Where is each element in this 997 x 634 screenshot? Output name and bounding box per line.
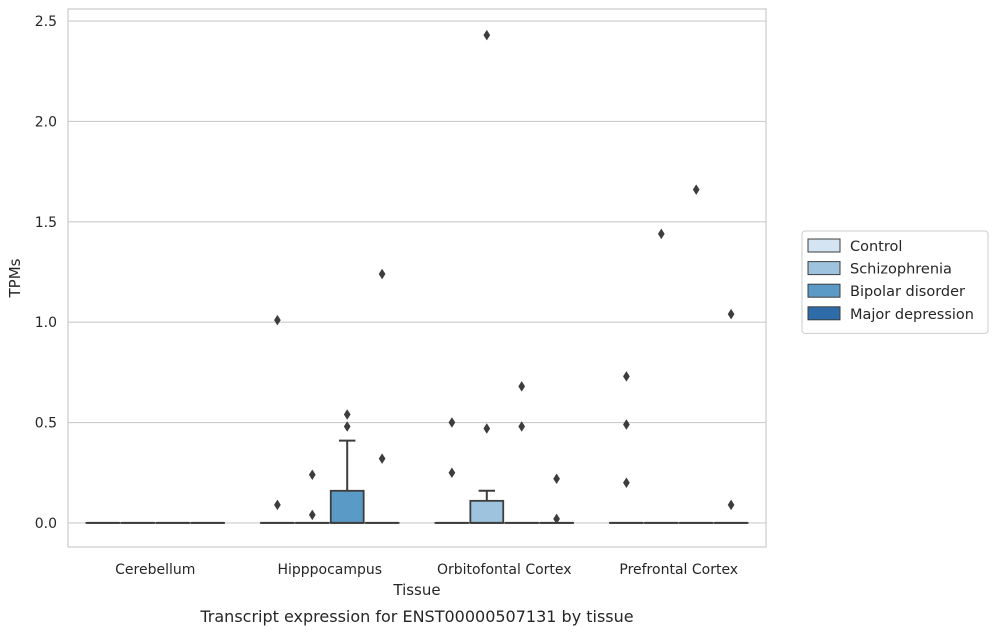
x-tick-label: Orbitofontal Cortex — [437, 562, 572, 578]
y-tick-label: 1.0 — [35, 315, 57, 331]
outlier-point — [518, 421, 526, 432]
legend-frame — [801, 230, 989, 334]
outlier-point — [657, 228, 665, 240]
legend-label: Control — [850, 239, 902, 255]
x-axis-ticks: Cerebellum Hipppocampus Orbitofontal Corte… — [115, 562, 738, 578]
outlier-point — [518, 381, 526, 392]
y-axis-label: TPMs — [6, 258, 24, 298]
outlier-point — [343, 409, 351, 420]
outlier-point — [483, 423, 491, 434]
legend-label: Bipolar disorder — [850, 284, 965, 300]
legend-item: Schizophrenia — [807, 261, 952, 278]
outlier-point — [378, 453, 386, 464]
outlier-point — [692, 184, 700, 195]
outlier-point — [553, 513, 560, 525]
outlier-point — [623, 371, 630, 382]
y-tick-label: 1.5 — [35, 215, 57, 231]
outlier-point — [274, 499, 281, 511]
outlier-point — [274, 314, 281, 326]
x-tick-label: Prefrontal Cortex — [619, 562, 738, 578]
legend-swatch — [807, 306, 841, 321]
outlier-points — [274, 29, 735, 525]
outlier-point — [727, 499, 735, 511]
outlier-point — [483, 29, 491, 41]
legend-swatch — [807, 238, 841, 253]
y-tick-label: 0.5 — [35, 416, 57, 432]
box-1-2 — [469, 489, 505, 524]
grid-lines — [68, 20, 766, 524]
legend-item: Control — [807, 238, 902, 255]
x-axis-label: Tissue — [392, 581, 440, 599]
legend-label: Schizophrenia — [850, 262, 952, 278]
x-tick-label: Hipppocampus — [277, 562, 382, 578]
legend-label: Major depression — [850, 307, 974, 323]
outlier-point — [623, 419, 630, 430]
outlier-point — [308, 469, 316, 480]
outlier-point — [378, 268, 386, 280]
y-tick-label: 2.5 — [35, 14, 57, 30]
y-tick-label: 0.0 — [35, 516, 57, 532]
outlier-point — [448, 467, 456, 478]
outlier-point — [553, 473, 560, 484]
box-body — [469, 499, 505, 524]
legend-swatch — [807, 261, 841, 276]
y-axis-ticks: 0.0 0.5 1.0 1.5 2.0 2.5 — [35, 14, 57, 532]
outlier-point — [448, 417, 456, 428]
box-2-1 — [329, 439, 365, 524]
outlier-point — [623, 477, 630, 489]
outlier-point — [727, 308, 735, 320]
outlier-point — [308, 509, 316, 521]
plot-frame — [67, 8, 767, 548]
outlier-point — [343, 421, 351, 432]
y-tick-label: 2.0 — [35, 114, 57, 130]
chart-caption: Transcript expression for ENST0000050713… — [199, 607, 633, 626]
legend-item: Bipolar disorder — [807, 283, 965, 300]
legend-swatch — [807, 283, 841, 298]
box-body — [329, 489, 365, 524]
legend: Control Schizophrenia Bipolar disorder Majo… — [801, 230, 989, 334]
legend-item: Major depression — [807, 306, 974, 323]
box-groups — [85, 439, 749, 524]
x-tick-label: Cerebellum — [115, 562, 195, 578]
